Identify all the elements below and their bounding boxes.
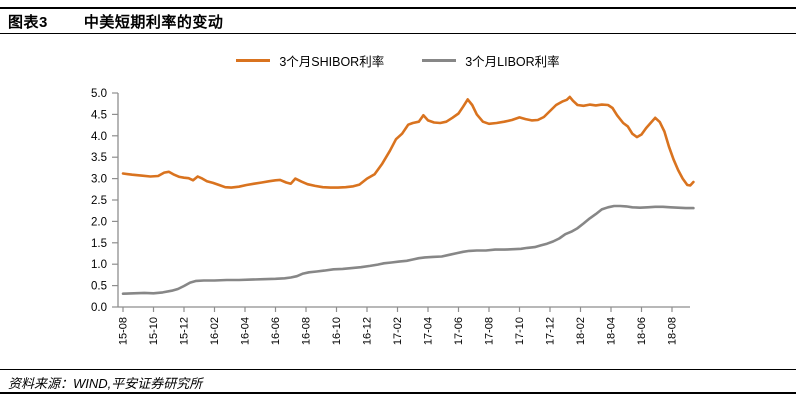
y-tick-label: 5.0 xyxy=(91,88,107,100)
y-tick-label: 2.5 xyxy=(91,195,107,207)
shibor-line xyxy=(121,95,695,189)
x-tick-label: 17-12 xyxy=(545,317,557,345)
y-tick-label: 2.0 xyxy=(91,216,107,228)
x-tick-label: 18-08 xyxy=(667,317,679,345)
x-tick-label: 17-06 xyxy=(453,317,465,345)
x-tick-label: 15-08 xyxy=(118,317,130,345)
x-tick-label: 17-08 xyxy=(484,317,496,345)
x-tick-label: 17-04 xyxy=(423,317,435,345)
legend-label-shibor: 3个月SHIBOR利率 xyxy=(279,55,385,69)
x-tick-label: 18-04 xyxy=(606,317,618,345)
legend-label-libor: 3个月LIBOR利率 xyxy=(465,55,560,69)
libor-line-swatch xyxy=(422,59,457,62)
x-tick-label: 16-06 xyxy=(270,317,282,345)
y-tick-label: 3.5 xyxy=(91,152,107,164)
y-tick-label: 3.0 xyxy=(91,174,107,186)
x-tick-label: 18-06 xyxy=(636,317,648,345)
legend-item-libor: 3个月LIBOR利率 xyxy=(422,51,560,70)
title-divider xyxy=(0,33,796,34)
figure-title-row: 图表3 中美短期利率的变动 xyxy=(8,11,223,32)
x-tick-label: 17-02 xyxy=(392,317,404,345)
y-tick-label: 1.5 xyxy=(91,238,107,250)
x-tick-label: 16-02 xyxy=(209,317,221,345)
source-note: 资料来源：WIND,平安证券研究所 xyxy=(8,376,203,391)
top-divider xyxy=(0,7,796,9)
page-title: 中美短期利率的变动 xyxy=(83,14,224,31)
x-tick-label: 17-10 xyxy=(514,317,526,345)
y-tick-label: 0.0 xyxy=(91,302,107,314)
x-tick-label: 16-04 xyxy=(240,317,252,345)
x-tick-label: 15-10 xyxy=(148,317,160,345)
chart-legend: 3个月SHIBOR利率 3个月LIBOR利率 xyxy=(0,51,796,70)
x-tick-label: 15-12 xyxy=(179,317,191,345)
x-tick-label: 16-12 xyxy=(362,317,374,345)
legend-item-shibor: 3个月SHIBOR利率 xyxy=(236,51,384,70)
footer-divider-bottom xyxy=(0,392,796,394)
y-tick-label: 4.5 xyxy=(91,109,107,121)
x-tick-label: 16-10 xyxy=(331,317,343,345)
y-tick-label: 0.5 xyxy=(91,281,107,293)
y-tick-label: 4.0 xyxy=(91,131,107,143)
shibor-line-swatch xyxy=(236,59,271,62)
x-tick-label: 16-08 xyxy=(301,317,313,345)
figure-label: 图表3 xyxy=(8,14,48,31)
libor-line xyxy=(121,204,695,296)
footer-divider-top xyxy=(0,369,796,370)
y-tick-label: 1.0 xyxy=(91,259,107,271)
x-tick-label: 18-02 xyxy=(575,317,587,345)
